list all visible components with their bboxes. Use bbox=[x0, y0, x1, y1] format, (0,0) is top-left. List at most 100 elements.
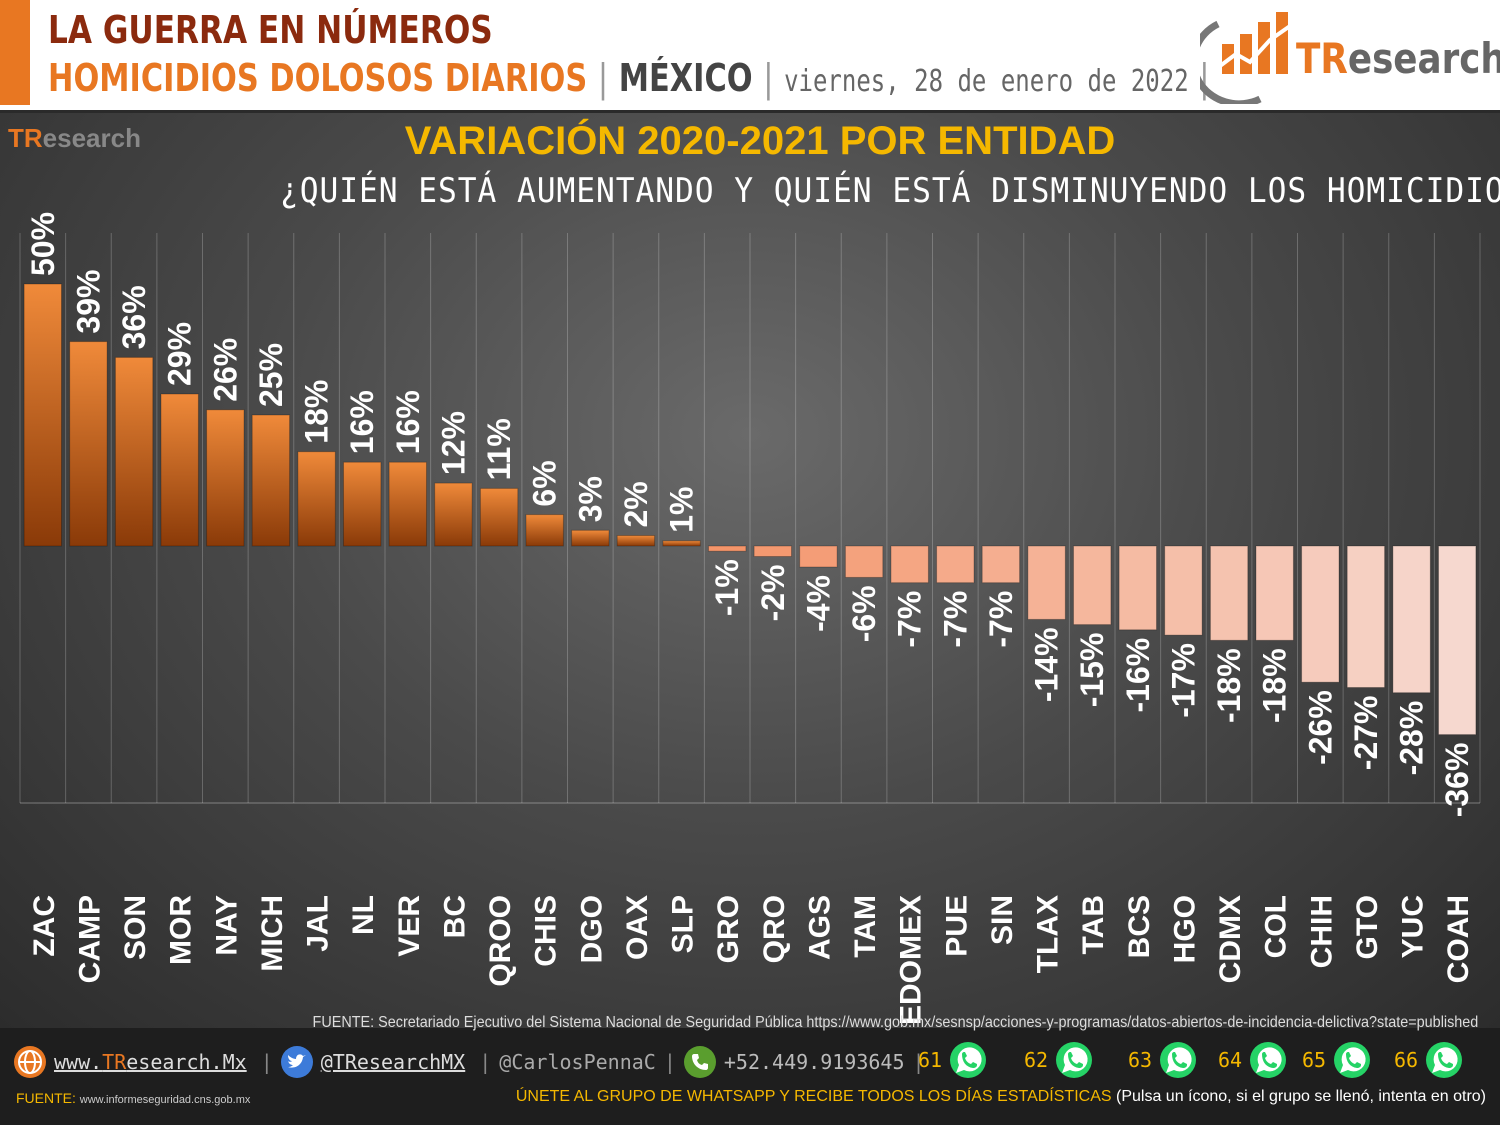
globe-icon bbox=[14, 1046, 46, 1078]
category-label: AGS bbox=[803, 895, 836, 960]
value-label: 16% bbox=[344, 390, 380, 454]
twitter-link[interactable]: @TResearchMX bbox=[320, 1050, 466, 1074]
group-number: 66 bbox=[1394, 1048, 1419, 1072]
header-title: LA GUERRA EN NÚMEROS bbox=[48, 8, 493, 52]
value-label: -2% bbox=[755, 565, 791, 622]
bar-qro bbox=[753, 545, 792, 557]
category-label: ZAC bbox=[28, 895, 61, 957]
value-label: -14% bbox=[1029, 627, 1065, 702]
bar-gto bbox=[1346, 545, 1386, 688]
category-label: SIN bbox=[986, 895, 1019, 945]
chart-panel: TResearch VARIACIÓN 2020-2021 POR ENTIDA… bbox=[0, 110, 1500, 1031]
whatsapp-icon[interactable] bbox=[948, 1040, 988, 1080]
header-separator: | bbox=[1199, 56, 1210, 100]
bar-coah bbox=[1438, 545, 1477, 736]
value-label: -27% bbox=[1348, 696, 1384, 771]
category-label: TLAX bbox=[1032, 895, 1065, 973]
whatsapp-icon[interactable] bbox=[1332, 1040, 1372, 1080]
value-label: -7% bbox=[892, 591, 928, 648]
category-label: OAX bbox=[621, 895, 654, 960]
bar-hgo bbox=[1164, 545, 1203, 636]
category-label: TAM bbox=[849, 895, 882, 958]
header-separator: | bbox=[597, 56, 609, 100]
bar-nay bbox=[206, 409, 245, 547]
bar-slp bbox=[662, 540, 701, 547]
whatsapp-group-66[interactable]: 66 bbox=[1394, 1040, 1464, 1080]
tresearch-logo-icon bbox=[1200, 12, 1292, 104]
whatsapp-icon[interactable] bbox=[1054, 1040, 1094, 1080]
bar-ver bbox=[388, 461, 428, 547]
whatsapp-group-64[interactable]: 64 bbox=[1218, 1040, 1288, 1080]
bar-chih bbox=[1301, 545, 1340, 683]
category-label: QROO bbox=[484, 895, 517, 987]
bar-dgo bbox=[571, 529, 610, 547]
category-label: GRO bbox=[712, 895, 745, 963]
category-label: VER bbox=[393, 895, 426, 957]
bar-mich bbox=[251, 414, 291, 547]
category-label: BCS bbox=[1123, 895, 1156, 958]
whatsapp-group-62[interactable]: 62 bbox=[1024, 1040, 1094, 1080]
header-topic: HOMICIDIOS DOLOSOS DIARIOS bbox=[48, 56, 588, 100]
value-label: -36% bbox=[1439, 743, 1475, 818]
bar-chart: 50% ZAC 39% CAMP 36% SON 29% MOR 26% NAY 25% MICH 18… bbox=[19, 212, 1481, 1025]
category-label: DGO bbox=[575, 895, 608, 963]
header-country: MÉXICO bbox=[618, 56, 753, 100]
bar-col bbox=[1255, 545, 1294, 641]
bar-edomex bbox=[890, 545, 929, 584]
group-number: 61 bbox=[918, 1048, 943, 1072]
whatsapp-icon[interactable] bbox=[1158, 1040, 1198, 1080]
category-label: GTO bbox=[1351, 895, 1384, 959]
phone-number: +52.449.9193645 bbox=[723, 1050, 905, 1074]
whatsapp-invite: ÚNETE AL GRUPO DE WHATSAPP Y RECIBE TODO… bbox=[515, 1088, 1486, 1105]
value-label: 2% bbox=[618, 481, 654, 527]
website-link[interactable]: www.TResearch.Mx bbox=[54, 1050, 247, 1074]
bar-bc bbox=[434, 482, 473, 547]
watermark-logo: TResearch bbox=[8, 123, 141, 153]
category-label: EDOMEX bbox=[895, 895, 928, 1025]
category-label: SON bbox=[119, 895, 152, 960]
category-label: CHIH bbox=[1305, 895, 1338, 968]
group-number: 65 bbox=[1302, 1048, 1327, 1072]
value-label: -15% bbox=[1074, 633, 1110, 708]
header-subtitle: HOMICIDIOS DOLOSOS DIARIOS | MÉXICO | vi… bbox=[48, 56, 1210, 100]
bar-oax bbox=[616, 535, 656, 547]
value-label: -7% bbox=[983, 591, 1019, 648]
category-label: COL bbox=[1260, 895, 1293, 958]
group-number: 62 bbox=[1024, 1048, 1049, 1072]
whatsapp-group-65[interactable]: 65 bbox=[1302, 1040, 1372, 1080]
bar-tab bbox=[1073, 545, 1112, 626]
category-label: JAL bbox=[302, 895, 335, 952]
source-small: FUENTE: www.informeseguridad.cns.gob.mx bbox=[16, 1090, 251, 1106]
value-label: 18% bbox=[299, 380, 335, 444]
value-label: 50% bbox=[25, 212, 61, 276]
source-note: FUENTE: Secretariado Ejecutivo del Siste… bbox=[312, 1014, 1478, 1031]
value-label: -28% bbox=[1394, 701, 1430, 776]
value-label: -4% bbox=[800, 575, 836, 632]
bar-sin bbox=[981, 545, 1021, 584]
category-label: MOR bbox=[165, 895, 198, 965]
bar-ags bbox=[799, 545, 838, 568]
value-label: 25% bbox=[253, 343, 289, 407]
bar-mor bbox=[160, 393, 199, 547]
social-links: www.TResearch.Mx | @TResearchMX | @Carlo… bbox=[14, 1042, 933, 1082]
category-label: YUC bbox=[1397, 895, 1430, 958]
whatsapp-group-61[interactable]: 61 bbox=[918, 1040, 988, 1080]
whatsapp-icon[interactable] bbox=[1424, 1040, 1464, 1080]
bar-son bbox=[114, 356, 154, 547]
bar-camp bbox=[69, 341, 108, 547]
category-label: QRO bbox=[758, 895, 791, 963]
bar-yuc bbox=[1392, 545, 1431, 694]
value-label: -17% bbox=[1165, 643, 1201, 718]
bar-chis bbox=[525, 514, 564, 547]
whatsapp-group-63[interactable]: 63 bbox=[1128, 1040, 1198, 1080]
value-label: 12% bbox=[435, 411, 471, 475]
bar-pue bbox=[936, 545, 975, 584]
category-label: NL bbox=[347, 895, 380, 935]
value-label: 36% bbox=[116, 285, 152, 349]
value-label: -18% bbox=[1257, 648, 1293, 723]
category-label: COAH bbox=[1442, 895, 1475, 983]
group-number: 64 bbox=[1218, 1048, 1243, 1072]
tresearch-logo-text: TResearch bbox=[1296, 34, 1500, 83]
whatsapp-icon[interactable] bbox=[1248, 1040, 1288, 1080]
category-label: SLP bbox=[667, 895, 700, 953]
